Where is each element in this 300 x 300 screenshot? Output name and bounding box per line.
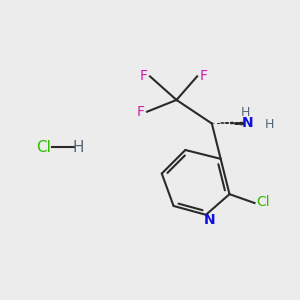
Text: Cl: Cl bbox=[256, 194, 270, 208]
Text: H: H bbox=[265, 118, 274, 131]
Text: F: F bbox=[199, 69, 207, 83]
Text: N: N bbox=[242, 116, 253, 130]
Text: F: F bbox=[137, 105, 145, 119]
Text: N: N bbox=[204, 213, 215, 227]
Text: F: F bbox=[140, 69, 148, 83]
Text: H: H bbox=[241, 106, 250, 119]
Text: H: H bbox=[72, 140, 84, 154]
Text: Cl: Cl bbox=[37, 140, 51, 154]
